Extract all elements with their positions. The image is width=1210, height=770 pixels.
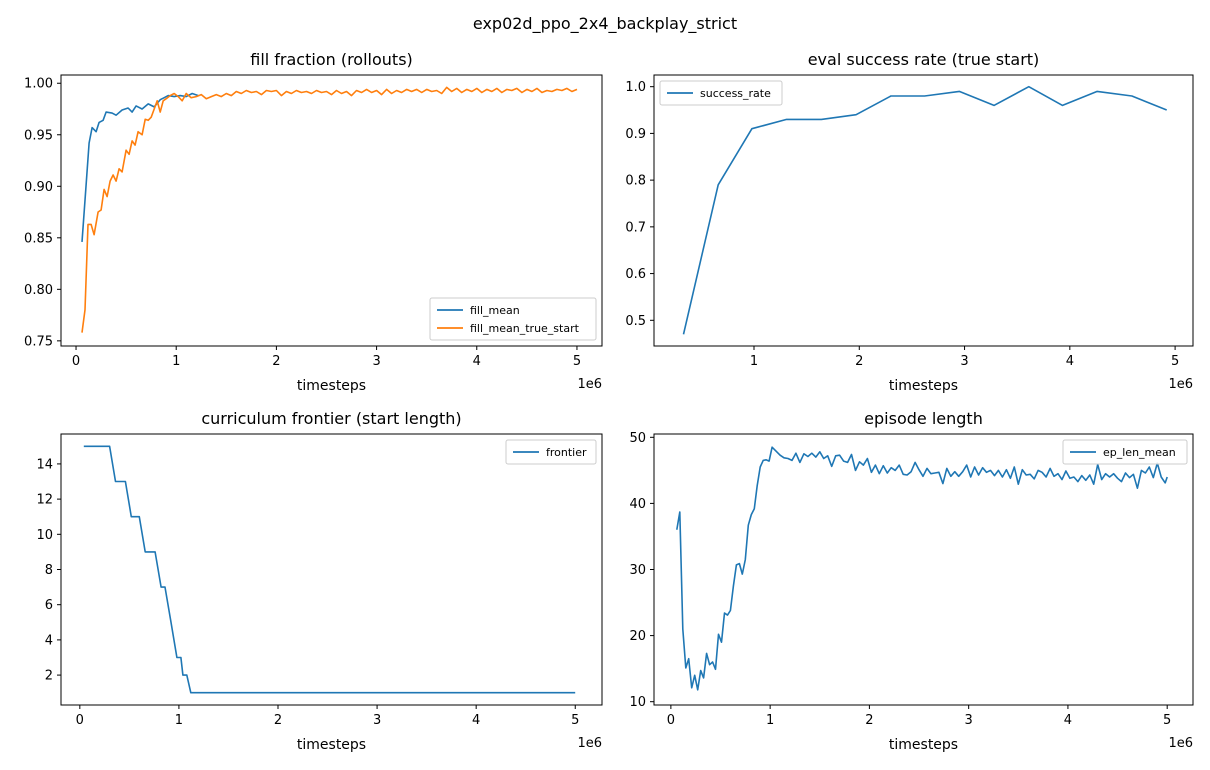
y-tick-label: 0.7 — [625, 220, 646, 235]
axis-title: fill fraction (rollouts) — [250, 50, 413, 69]
axis-title: episode length — [864, 409, 983, 428]
legend: ep_len_mean — [1062, 439, 1188, 465]
y-tick-label: 1.0 — [625, 80, 646, 95]
y-tick-label: 0.90 — [24, 180, 53, 195]
axes-frame — [653, 74, 1194, 347]
x-axis-offset-label: 1e6 — [577, 377, 602, 392]
subplot-episode-length: episode length 0 1 2 3 4 5 10 20 30 40 50 timesteps 1… — [629, 409, 1194, 753]
series-line-ep-len-mean — [676, 446, 1168, 691]
x-tick-label: 2 — [272, 354, 280, 369]
y-tick-label: 0.80 — [24, 283, 53, 298]
series-line-fill-mean — [81, 92, 199, 242]
legend-box — [659, 80, 783, 106]
y-tick-label: 12 — [36, 493, 53, 508]
x-tick-label: 1 — [750, 354, 758, 369]
y-tick-label: 30 — [629, 563, 646, 578]
x-tick-label: 1 — [766, 713, 774, 728]
y-tick-label: 0.85 — [24, 231, 53, 246]
x-tick-label: 4 — [1064, 713, 1072, 728]
y-tick-label: 8 — [45, 563, 53, 578]
series-line-fill-mean-true-start — [81, 86, 578, 333]
y-tick-label: 10 — [629, 695, 646, 710]
x-axis-label: timesteps — [297, 737, 366, 753]
legend: frontier — [505, 439, 597, 465]
y-tick-label: 4 — [45, 633, 53, 648]
subplot-curriculum-frontier: curriculum frontier (start length)0 1 2 3 4 5… — [36, 409, 603, 753]
y-tick-label: 50 — [629, 431, 646, 446]
y-tick-label: 20 — [629, 629, 646, 644]
x-tick-label: 1 — [175, 713, 183, 728]
legend-entry-label: ep_len_mean — [1103, 446, 1176, 459]
y-tick-label: 40 — [629, 497, 646, 512]
axis-title: eval success rate (true start) — [808, 50, 1040, 69]
x-axis-offset-label: 1e6 — [1168, 736, 1193, 751]
legend-entry-label: frontier — [546, 446, 587, 459]
x-tick-label: 0 — [72, 354, 80, 369]
x-tick-label: 5 — [1163, 713, 1171, 728]
series-line-success-rate — [682, 85, 1167, 335]
x-tick-label: 0 — [76, 713, 84, 728]
y-tick-label: 2 — [45, 669, 53, 684]
y-tick-label: 10 — [36, 528, 53, 543]
x-tick-label: 2 — [865, 713, 873, 728]
legend-entry-label: success_rate — [700, 87, 771, 100]
legend: success_rate — [659, 80, 783, 106]
series-line-frontier — [83, 445, 576, 694]
y-tick-label: 0.75 — [24, 334, 53, 349]
x-tick-label: 3 — [965, 713, 973, 728]
x-tick-label: 2 — [274, 713, 282, 728]
legend-entry-label: fill_mean_true_start — [470, 322, 580, 335]
x-axis-label: timesteps — [889, 737, 958, 753]
legend-box — [1062, 439, 1188, 465]
legend-entry-label: fill_mean — [470, 304, 520, 317]
y-tick-label: 6 — [45, 598, 53, 613]
x-tick-label: 4 — [1066, 354, 1074, 369]
y-tick-label: 0.8 — [625, 174, 646, 189]
legend-box — [429, 297, 597, 341]
x-axis-offset-label: 1e6 — [577, 736, 602, 751]
x-tick-label: 5 — [1171, 354, 1179, 369]
x-tick-label: 4 — [473, 354, 481, 369]
y-tick-label: 0.95 — [24, 128, 53, 143]
x-tick-label: 4 — [472, 713, 480, 728]
x-axis-label: timesteps — [297, 378, 366, 394]
x-axis-offset-label: 1e6 — [1168, 377, 1193, 392]
y-tick-label: 0.9 — [625, 127, 646, 142]
y-tick-label: 0.6 — [625, 267, 646, 282]
y-tick-label: 14 — [36, 457, 53, 472]
subplot-fill-fraction: fill fraction (rollouts) 0 1 2 3 4 5 0.75 0.80 0.… — [24, 50, 603, 394]
x-tick-label: 5 — [571, 713, 579, 728]
x-tick-label: 3 — [373, 713, 381, 728]
subplot-eval-success-rate: eval success rate (true start) 1 2 3 4 5 0.5 0.… — [625, 50, 1194, 394]
legend-box — [505, 439, 597, 465]
axis-title: curriculum frontier (start length) — [201, 409, 461, 428]
x-tick-label: 3 — [372, 354, 380, 369]
legend: fill_mean fill_mean_true_start — [429, 297, 597, 341]
x-tick-label: 3 — [960, 354, 968, 369]
x-tick-label: 2 — [855, 354, 863, 369]
y-tick-label: 0.5 — [625, 314, 646, 329]
x-tick-label: 5 — [573, 354, 581, 369]
y-tick-label: 1.00 — [24, 77, 53, 92]
x-tick-label: 0 — [667, 713, 675, 728]
axes-frame — [60, 74, 603, 347]
x-tick-label: 1 — [172, 354, 180, 369]
figure-title: exp02d_ppo_2x4_backplay_strict — [473, 14, 737, 34]
x-axis-label: timesteps — [889, 378, 958, 394]
